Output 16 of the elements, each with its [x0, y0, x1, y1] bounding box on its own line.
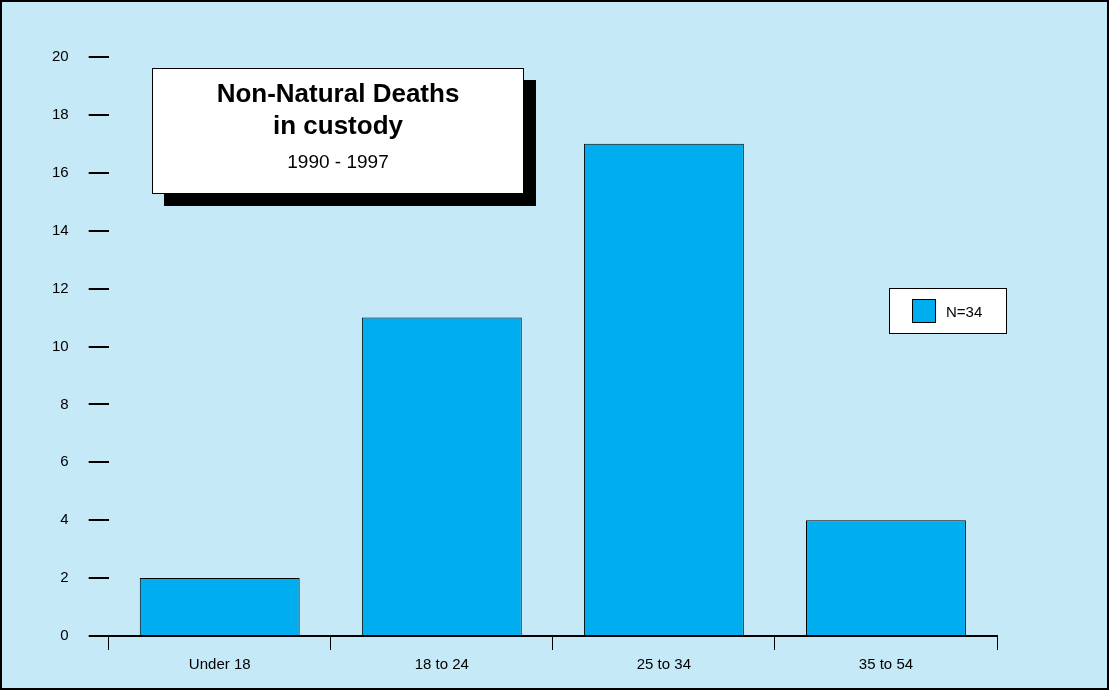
y-tick-label: 10: [52, 336, 69, 354]
y-tick-label: 4: [60, 510, 69, 528]
legend-label: N=34: [946, 302, 983, 320]
y-tick-label: 6: [60, 452, 69, 470]
y-tick-label: 12: [52, 278, 69, 296]
y-tick-label: 14: [52, 220, 69, 238]
y-tick-label: 16: [52, 162, 69, 180]
y-tick-label: 0: [60, 626, 69, 644]
x-tick-label: Under 18: [188, 655, 251, 673]
y-tick-label: 18: [52, 105, 69, 123]
x-tick-label: 25 to 34: [636, 655, 691, 673]
y-tick-label: 20: [52, 47, 69, 65]
y-tick-label: 8: [60, 394, 69, 412]
x-tick-label: 18 to 24: [414, 655, 469, 673]
x-tick-label: 35 to 54: [858, 655, 914, 673]
y-tick-label: 2: [60, 568, 69, 586]
